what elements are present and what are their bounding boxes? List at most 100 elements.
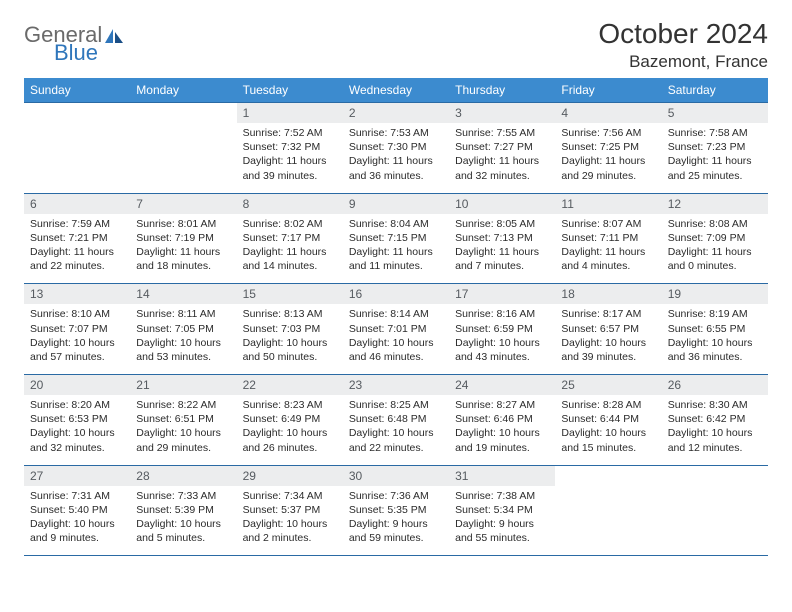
day-details: Sunrise: 8:27 AMSunset: 6:46 PMDaylight:… (449, 395, 555, 465)
calendar-cell: 10Sunrise: 8:05 AMSunset: 7:13 PMDayligh… (449, 193, 555, 284)
logo: GeneralBlue (24, 18, 124, 64)
calendar-cell: 13Sunrise: 8:10 AMSunset: 7:07 PMDayligh… (24, 284, 130, 375)
day-number: 19 (662, 284, 768, 304)
weekday-header: Wednesday (343, 78, 449, 103)
calendar-cell: 28Sunrise: 7:33 AMSunset: 5:39 PMDayligh… (130, 465, 236, 556)
day-number: 1 (237, 103, 343, 123)
calendar-cell: 26Sunrise: 8:30 AMSunset: 6:42 PMDayligh… (662, 375, 768, 466)
day-details: Sunrise: 8:19 AMSunset: 6:55 PMDaylight:… (662, 304, 768, 374)
day-details: Sunrise: 8:17 AMSunset: 6:57 PMDaylight:… (555, 304, 661, 374)
day-number: 31 (449, 466, 555, 486)
day-number: 25 (555, 375, 661, 395)
day-details: Sunrise: 8:04 AMSunset: 7:15 PMDaylight:… (343, 214, 449, 284)
day-details: Sunrise: 8:01 AMSunset: 7:19 PMDaylight:… (130, 214, 236, 284)
weekday-header: Thursday (449, 78, 555, 103)
day-details: Sunrise: 8:23 AMSunset: 6:49 PMDaylight:… (237, 395, 343, 465)
calendar-cell: 3Sunrise: 7:55 AMSunset: 7:27 PMDaylight… (449, 103, 555, 194)
day-number: 18 (555, 284, 661, 304)
calendar-cell: 19Sunrise: 8:19 AMSunset: 6:55 PMDayligh… (662, 284, 768, 375)
calendar-page: GeneralBlue October 2024 Bazemont, Franc… (0, 0, 792, 556)
calendar-header-row: SundayMondayTuesdayWednesdayThursdayFrid… (24, 78, 768, 103)
day-number: 9 (343, 194, 449, 214)
day-details: Sunrise: 7:55 AMSunset: 7:27 PMDaylight:… (449, 123, 555, 193)
day-details: Sunrise: 8:20 AMSunset: 6:53 PMDaylight:… (24, 395, 130, 465)
calendar-cell (24, 103, 130, 194)
day-number: 30 (343, 466, 449, 486)
calendar-cell: 15Sunrise: 8:13 AMSunset: 7:03 PMDayligh… (237, 284, 343, 375)
day-details: Sunrise: 7:52 AMSunset: 7:32 PMDaylight:… (237, 123, 343, 193)
weekday-header: Monday (130, 78, 236, 103)
calendar-cell: 1Sunrise: 7:52 AMSunset: 7:32 PMDaylight… (237, 103, 343, 194)
day-number: 14 (130, 284, 236, 304)
month-title: October 2024 (598, 18, 768, 50)
day-details: Sunrise: 7:33 AMSunset: 5:39 PMDaylight:… (130, 486, 236, 556)
day-details: Sunrise: 7:31 AMSunset: 5:40 PMDaylight:… (24, 486, 130, 556)
day-number: 12 (662, 194, 768, 214)
day-number: 11 (555, 194, 661, 214)
calendar-cell: 23Sunrise: 8:25 AMSunset: 6:48 PMDayligh… (343, 375, 449, 466)
weekday-header: Sunday (24, 78, 130, 103)
day-details: Sunrise: 8:07 AMSunset: 7:11 PMDaylight:… (555, 214, 661, 284)
calendar-cell: 11Sunrise: 8:07 AMSunset: 7:11 PMDayligh… (555, 193, 661, 284)
day-details: Sunrise: 8:08 AMSunset: 7:09 PMDaylight:… (662, 214, 768, 284)
day-details: Sunrise: 8:02 AMSunset: 7:17 PMDaylight:… (237, 214, 343, 284)
day-number: 3 (449, 103, 555, 123)
day-details: Sunrise: 7:34 AMSunset: 5:37 PMDaylight:… (237, 486, 343, 556)
day-details: Sunrise: 7:53 AMSunset: 7:30 PMDaylight:… (343, 123, 449, 193)
day-number: 5 (662, 103, 768, 123)
day-number: 13 (24, 284, 130, 304)
calendar-cell: 7Sunrise: 8:01 AMSunset: 7:19 PMDaylight… (130, 193, 236, 284)
calendar-cell: 18Sunrise: 8:17 AMSunset: 6:57 PMDayligh… (555, 284, 661, 375)
calendar-cell: 29Sunrise: 7:34 AMSunset: 5:37 PMDayligh… (237, 465, 343, 556)
calendar-cell: 27Sunrise: 7:31 AMSunset: 5:40 PMDayligh… (24, 465, 130, 556)
calendar-cell: 4Sunrise: 7:56 AMSunset: 7:25 PMDaylight… (555, 103, 661, 194)
day-number: 2 (343, 103, 449, 123)
day-number: 20 (24, 375, 130, 395)
day-number: 10 (449, 194, 555, 214)
day-details: Sunrise: 8:28 AMSunset: 6:44 PMDaylight:… (555, 395, 661, 465)
header: GeneralBlue October 2024 Bazemont, Franc… (24, 18, 768, 72)
calendar-cell: 5Sunrise: 7:58 AMSunset: 7:23 PMDaylight… (662, 103, 768, 194)
weekday-header: Tuesday (237, 78, 343, 103)
calendar-cell: 16Sunrise: 8:14 AMSunset: 7:01 PMDayligh… (343, 284, 449, 375)
day-details: Sunrise: 8:10 AMSunset: 7:07 PMDaylight:… (24, 304, 130, 374)
day-details: Sunrise: 8:25 AMSunset: 6:48 PMDaylight:… (343, 395, 449, 465)
calendar-cell: 9Sunrise: 8:04 AMSunset: 7:15 PMDaylight… (343, 193, 449, 284)
calendar-cell: 12Sunrise: 8:08 AMSunset: 7:09 PMDayligh… (662, 193, 768, 284)
day-number: 6 (24, 194, 130, 214)
calendar-table: SundayMondayTuesdayWednesdayThursdayFrid… (24, 78, 768, 556)
day-details: Sunrise: 8:16 AMSunset: 6:59 PMDaylight:… (449, 304, 555, 374)
calendar-cell (555, 465, 661, 556)
day-details: Sunrise: 7:38 AMSunset: 5:34 PMDaylight:… (449, 486, 555, 556)
calendar-cell: 8Sunrise: 8:02 AMSunset: 7:17 PMDaylight… (237, 193, 343, 284)
day-number: 29 (237, 466, 343, 486)
day-details: Sunrise: 8:22 AMSunset: 6:51 PMDaylight:… (130, 395, 236, 465)
day-number: 27 (24, 466, 130, 486)
calendar-cell: 25Sunrise: 8:28 AMSunset: 6:44 PMDayligh… (555, 375, 661, 466)
day-details: Sunrise: 8:13 AMSunset: 7:03 PMDaylight:… (237, 304, 343, 374)
logo-text-blue: Blue (54, 42, 124, 64)
title-block: October 2024 Bazemont, France (598, 18, 768, 72)
weekday-header: Saturday (662, 78, 768, 103)
day-number: 23 (343, 375, 449, 395)
calendar-cell: 24Sunrise: 8:27 AMSunset: 6:46 PMDayligh… (449, 375, 555, 466)
day-details: Sunrise: 8:30 AMSunset: 6:42 PMDaylight:… (662, 395, 768, 465)
calendar-cell (130, 103, 236, 194)
calendar-cell: 6Sunrise: 7:59 AMSunset: 7:21 PMDaylight… (24, 193, 130, 284)
day-details: Sunrise: 8:05 AMSunset: 7:13 PMDaylight:… (449, 214, 555, 284)
day-number: 7 (130, 194, 236, 214)
day-details: Sunrise: 7:36 AMSunset: 5:35 PMDaylight:… (343, 486, 449, 556)
day-details: Sunrise: 7:58 AMSunset: 7:23 PMDaylight:… (662, 123, 768, 193)
calendar-cell: 20Sunrise: 8:20 AMSunset: 6:53 PMDayligh… (24, 375, 130, 466)
day-number: 26 (662, 375, 768, 395)
location: Bazemont, France (598, 52, 768, 72)
day-number: 15 (237, 284, 343, 304)
day-number: 24 (449, 375, 555, 395)
calendar-cell: 30Sunrise: 7:36 AMSunset: 5:35 PMDayligh… (343, 465, 449, 556)
calendar-cell: 2Sunrise: 7:53 AMSunset: 7:30 PMDaylight… (343, 103, 449, 194)
day-details: Sunrise: 7:59 AMSunset: 7:21 PMDaylight:… (24, 214, 130, 284)
calendar-cell: 17Sunrise: 8:16 AMSunset: 6:59 PMDayligh… (449, 284, 555, 375)
day-details: Sunrise: 8:11 AMSunset: 7:05 PMDaylight:… (130, 304, 236, 374)
day-number: 4 (555, 103, 661, 123)
day-details: Sunrise: 8:14 AMSunset: 7:01 PMDaylight:… (343, 304, 449, 374)
